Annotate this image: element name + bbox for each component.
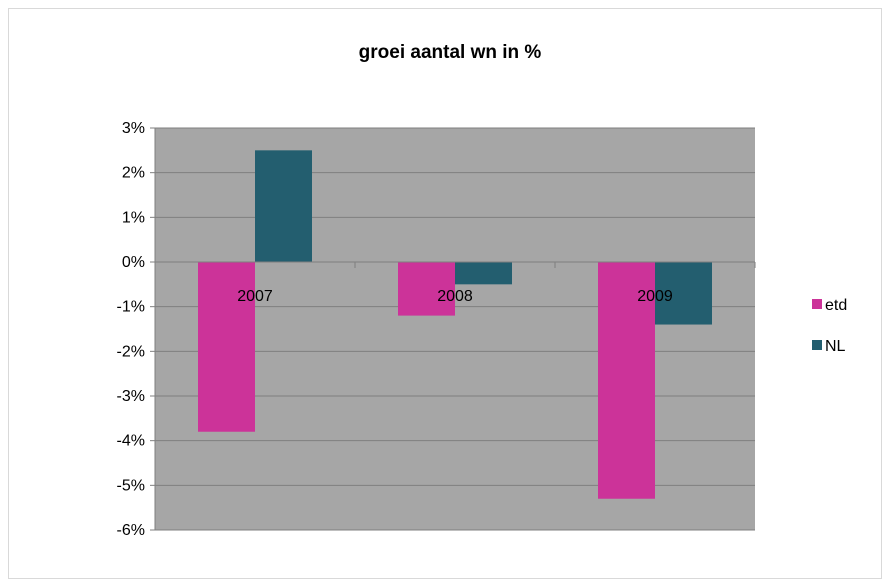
legend-swatch-etd [812, 299, 822, 309]
bar-NL-2008 [455, 262, 512, 285]
y-tick-label: -6% [117, 522, 145, 539]
bar-layer [198, 150, 712, 499]
label-layer: 2007 2008 2009 [237, 288, 673, 305]
y-tick-label: -2% [117, 343, 145, 360]
y-tick-label: 1% [122, 209, 145, 226]
x-category-label: 2007 [237, 288, 273, 305]
y-tick-label: 3% [122, 120, 145, 137]
bar-NL-2009 [655, 262, 712, 325]
y-tick-label: -4% [117, 433, 145, 450]
legend-label-NL: NL [825, 338, 846, 355]
y-tick-label: -1% [117, 299, 145, 316]
chart-title: groei aantal wn in % [359, 42, 542, 63]
y-tick-label: 0% [122, 254, 145, 271]
x-category-label: 2008 [437, 288, 473, 305]
bar-etd-2008 [398, 262, 455, 316]
legend-layer: etd NL [812, 297, 847, 355]
y-tick-label: -5% [117, 477, 145, 494]
bar-NL-2007 [255, 150, 312, 262]
axis-layer: 3% 2% 1% 0% -1% -2% -3% -4% -5% -6% [117, 120, 756, 539]
legend-label-etd: etd [825, 297, 847, 314]
legend-swatch-NL [812, 340, 822, 350]
y-tick-label: -3% [117, 388, 145, 405]
x-category-label: 2009 [637, 288, 673, 305]
bar-etd-2007 [198, 262, 255, 432]
bar-etd-2009 [598, 262, 655, 499]
y-tick-label: 2% [122, 165, 145, 182]
